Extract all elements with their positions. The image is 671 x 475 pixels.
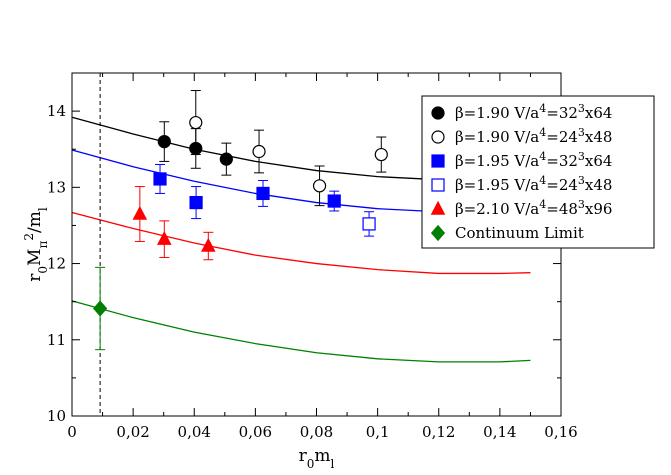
- fit-curve: [71, 300, 531, 363]
- triangle-marker: [201, 237, 216, 252]
- legend-item: β=1.95 V/a4=243x48: [431, 174, 612, 195]
- legend-label: Continuum Limit: [455, 224, 584, 242]
- square-marker: [431, 154, 445, 168]
- square-marker: [153, 172, 167, 186]
- circle-marker: [431, 106, 445, 120]
- series: [189, 90, 388, 207]
- legend: β=1.90 V/a4=323x64 β=1.90 V/a4=243x48 β=1.…: [421, 95, 655, 249]
- square-marker: [431, 178, 445, 192]
- y-tick-label: 14: [47, 102, 66, 120]
- series: [93, 266, 108, 351]
- y-tick-label: 11: [47, 331, 66, 349]
- square-marker: [256, 186, 270, 201]
- series: [153, 163, 341, 220]
- legend-item: Continuum Limit: [430, 224, 584, 242]
- legend-item: β=1.90 V/a4=323x64: [431, 102, 612, 123]
- y-tick-label: 10: [47, 407, 66, 425]
- circle-marker: [312, 179, 327, 193]
- y-tick-label: 12: [47, 255, 66, 273]
- x-tick-label: 0,12: [422, 423, 455, 441]
- x-tick-label: 0,02: [116, 423, 149, 441]
- series: [362, 211, 376, 237]
- legend-label: β=1.90 V/a4=243x48: [455, 126, 612, 147]
- circle-marker: [219, 152, 233, 166]
- circle-marker: [431, 130, 445, 144]
- x-tick-label: 0,04: [178, 423, 211, 441]
- legend-label: β=2.10 V/a4=483x96: [455, 198, 612, 219]
- legend-label: β=1.90 V/a4=323x64: [455, 102, 612, 123]
- diamond-marker: [430, 224, 446, 242]
- fit-curve: [71, 211, 531, 275]
- diamond-marker: [93, 300, 108, 317]
- square-marker: [362, 217, 376, 231]
- triangle-marker: [132, 205, 148, 220]
- x-tick-label: 0,08: [300, 423, 333, 441]
- legend-label: β=1.95 V/a4=243x48: [455, 174, 612, 195]
- y-axis-label: r0Mπ2/ml: [22, 207, 50, 282]
- legend-box: [421, 95, 655, 249]
- legend-label: β=1.95 V/a4=323x64: [455, 150, 612, 171]
- square-marker: [189, 195, 203, 210]
- x-tick-label: 0,16: [544, 423, 577, 441]
- circle-marker: [252, 144, 266, 159]
- square-marker: [327, 194, 341, 208]
- circle-marker: [189, 115, 203, 130]
- x-tick-label: 0,06: [239, 423, 272, 441]
- circle-marker: [374, 147, 388, 162]
- legend-item: β=1.90 V/a4=243x48: [431, 126, 612, 147]
- series: [132, 186, 216, 261]
- y-tick-label: 13: [47, 178, 66, 196]
- legend-item: β=1.95 V/a4=323x64: [431, 150, 612, 171]
- circle-marker: [157, 135, 171, 149]
- triangle-marker: [157, 230, 172, 245]
- triangle-marker: [430, 200, 446, 215]
- x-tick-label: 0,1: [366, 423, 390, 441]
- x-axis-label: r0ml: [299, 446, 335, 471]
- legend-item: β=2.10 V/a4=483x96: [430, 198, 612, 219]
- x-tick-label: 0: [67, 423, 77, 441]
- data-points: [93, 90, 388, 351]
- x-tick-label: 0,14: [483, 423, 516, 441]
- axis-ticks: 0 0,02 0,04 0,06 0,08 0,1 0,12 0,14 0,16 10 11 12 13…: [47, 72, 578, 441]
